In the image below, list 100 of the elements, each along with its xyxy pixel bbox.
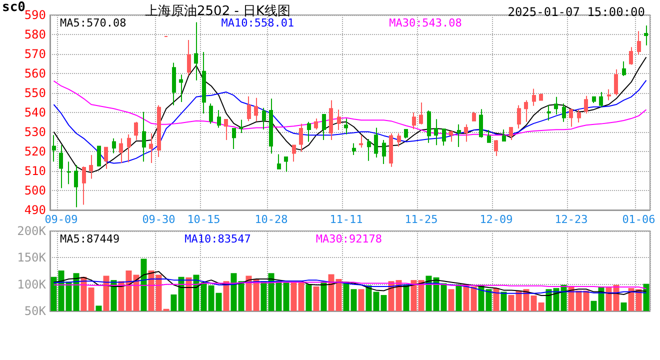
candlestick: [142, 111, 146, 162]
candlestick: [382, 139, 386, 164]
y-tick-label: 100K: [17, 277, 47, 292]
candlestick: [187, 39, 191, 76]
text: MA5:570.08: [60, 16, 126, 30]
candlestick: [442, 128, 446, 146]
y-tick-label: 550: [24, 86, 46, 100]
y-tick-label: 490: [24, 203, 46, 217]
x-tick-label: 01-06: [622, 213, 656, 226]
candlestick: [644, 25, 648, 46]
candlestick: [262, 107, 266, 130]
candlestick: [89, 154, 93, 180]
chart-subtitle: 2025-01-07 15:00:00: [508, 5, 646, 19]
y-tick-label: 590: [24, 8, 46, 22]
candlestick: [119, 138, 123, 164]
x-tick-label: 09-09: [44, 213, 78, 226]
candlestick: [374, 127, 378, 158]
y-tick-label: 580: [24, 28, 46, 42]
candlestick: [59, 144, 63, 189]
candlestick: [539, 93, 543, 101]
candlestick: [329, 100, 333, 140]
candlestick: [67, 161, 71, 185]
candlestick: [592, 96, 596, 104]
candlestick: [239, 119, 243, 134]
y-tick-label: 560: [24, 66, 46, 80]
candlestick: [149, 132, 153, 164]
y-tick-label: 50K: [24, 304, 47, 318]
x-tick-label: 10-15: [187, 213, 220, 226]
candlestick: [524, 100, 528, 122]
y-tick-label: 150K: [17, 250, 47, 265]
x-tick-label: 10-28: [254, 213, 288, 226]
x-tick-label: 11-11: [330, 213, 363, 226]
candlestick: [352, 142, 356, 156]
candlestick: [247, 96, 251, 122]
candlestick: [299, 123, 303, 152]
y-tick-label: 500: [24, 184, 46, 198]
candlestick: [217, 110, 221, 128]
candlestick: [569, 108, 573, 128]
candlestick: [614, 68, 618, 96]
candlestick: [629, 46, 633, 66]
candlestick: [104, 146, 108, 170]
candlestick: [277, 154, 281, 170]
candlestick: [322, 114, 326, 140]
candlestick: [209, 103, 213, 124]
candlestick: [52, 134, 56, 162]
candlestick: [292, 144, 296, 162]
candlestick: [307, 121, 311, 142]
candlestick: [202, 52, 206, 114]
candlestick: [172, 62, 176, 106]
candlestick: [404, 128, 408, 139]
chart-title: 上海原油2502 - 日K线图: [145, 4, 291, 19]
candlestick: [397, 132, 401, 148]
text: sc0: [2, 0, 26, 15]
candlestick: [457, 124, 461, 148]
candlestick: [284, 156, 288, 172]
candlestick: [599, 92, 603, 108]
candlestick: [554, 96, 558, 115]
candlestick: [494, 139, 498, 156]
x-tick-label: 11-25: [404, 213, 438, 226]
candlestick: [127, 134, 131, 163]
candlestick: [607, 88, 611, 101]
candlestick: [464, 124, 468, 142]
candlestick: [509, 127, 513, 140]
line-series: [53, 80, 647, 136]
text: MA10:83547: [184, 232, 251, 246]
y-tick-label: 510: [24, 164, 46, 178]
candlestick: [337, 109, 341, 131]
x-tick-label: 09-30: [142, 213, 176, 226]
candlestick: [487, 130, 491, 143]
candlestick: [532, 88, 536, 106]
candlestick: [412, 112, 416, 130]
candlestick: [254, 97, 258, 122]
candlestick: [157, 104, 161, 158]
candlestick: [112, 138, 116, 154]
candlestick: [479, 108, 483, 138]
candlestick: [232, 128, 236, 150]
text: MA30:543.08: [389, 16, 462, 30]
line-series: [53, 80, 647, 164]
y-tick-label: 520: [24, 144, 46, 158]
x-tick-label: 12-23: [554, 213, 588, 226]
candlestick: [449, 130, 453, 142]
candlestick: [547, 104, 551, 121]
line-series: [53, 56, 647, 174]
candlestick: [502, 128, 506, 142]
candlestick: [74, 164, 78, 208]
candlestick: [389, 132, 393, 168]
y-tick-label: 530: [24, 125, 46, 139]
candlestick: [472, 111, 476, 122]
candlestick: [517, 104, 521, 129]
candlestick: [419, 102, 423, 125]
candlestick: [577, 109, 581, 123]
candlestick: [434, 118, 438, 146]
x-tick-label: 12-09: [480, 213, 513, 226]
line-series: [53, 278, 647, 294]
candlestick: [179, 74, 183, 102]
candlestick: [637, 30, 641, 56]
line-series: [53, 271, 647, 296]
candlestick: [269, 98, 273, 154]
line-series: [53, 282, 647, 290]
candlestick: [314, 118, 318, 130]
